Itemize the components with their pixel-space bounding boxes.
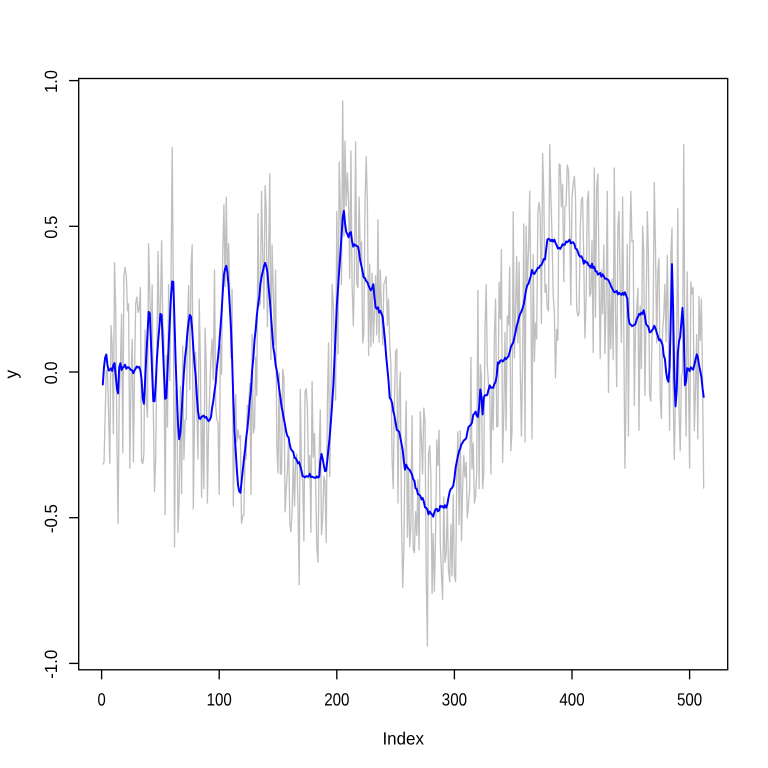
svg-text:0.0: 0.0	[41, 361, 61, 384]
svg-text:-0.5: -0.5	[41, 504, 61, 533]
svg-text:300: 300	[442, 689, 467, 709]
svg-text:400: 400	[559, 689, 584, 709]
svg-text:-1.0: -1.0	[41, 650, 61, 679]
svg-text:100: 100	[207, 689, 232, 709]
svg-text:1.0: 1.0	[41, 70, 61, 93]
svg-text:0: 0	[98, 689, 106, 709]
svg-text:500: 500	[677, 689, 702, 709]
svg-text:0.5: 0.5	[41, 216, 61, 239]
svg-text:200: 200	[324, 689, 349, 709]
svg-text:y: y	[1, 370, 21, 379]
svg-text:Index: Index	[382, 729, 424, 749]
